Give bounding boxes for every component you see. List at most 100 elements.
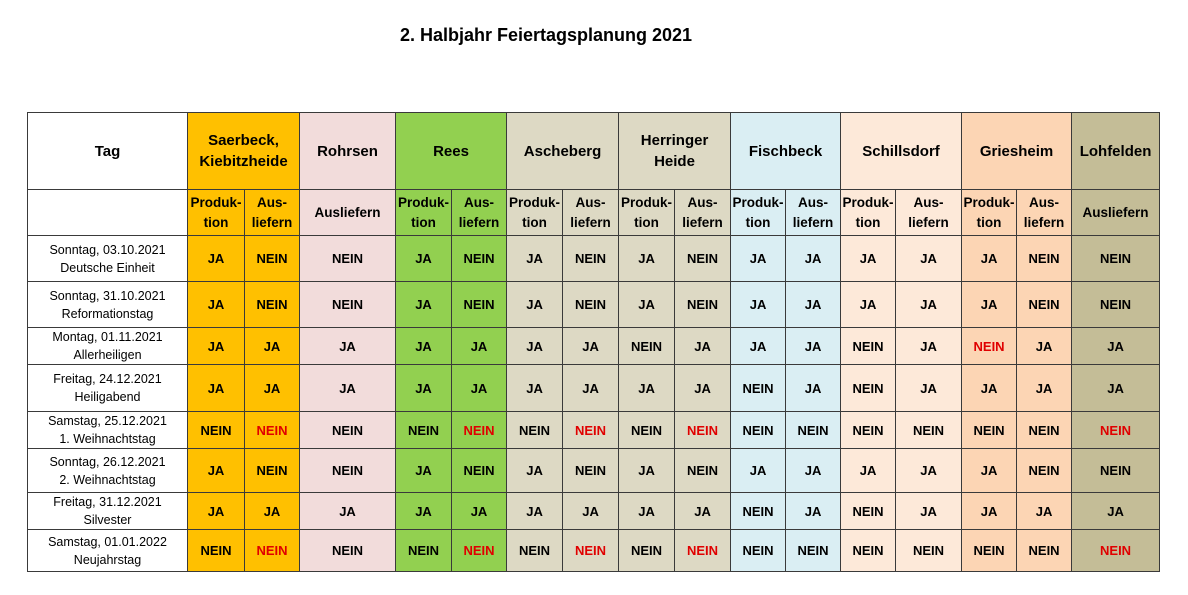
holiday-date-cell: Montag, 01.11.2021 Allerheiligen (27, 327, 188, 365)
status-cell: NEIN (187, 411, 245, 449)
holiday-row: Sonntag, 03.10.2021 Deutsche Einheit JA NEI… (27, 235, 1161, 282)
status-cell: NEIN (187, 529, 245, 572)
subheader-produktion: Produk-tion (395, 189, 453, 236)
status-cell: NEIN (961, 529, 1018, 572)
status-cell: NEIN (1071, 529, 1161, 572)
status-cell: JA (618, 235, 676, 282)
status-cell: JA (1016, 327, 1073, 365)
subheader-produktion: Produk-tion (187, 189, 245, 236)
holiday-date-cell: Sonntag, 26.12.2021 2. Weihnachtstag (27, 448, 188, 493)
status-cell: NEIN (451, 235, 508, 282)
status-cell: NEIN (506, 529, 564, 572)
tag-subheader-empty (27, 189, 188, 236)
status-cell: JA (730, 235, 787, 282)
status-cell: JA (785, 281, 842, 328)
status-cell: JA (961, 492, 1018, 530)
subheader-produktion: Produk-tion (840, 189, 897, 236)
status-cell: NEIN (451, 448, 508, 493)
holiday-row: Montag, 01.11.2021 Allerheiligen JA JA JA JA J… (27, 327, 1161, 365)
status-cell: JA (618, 492, 676, 530)
status-cell: JA (1071, 364, 1161, 412)
status-cell: JA (395, 235, 453, 282)
status-cell: JA (395, 364, 453, 412)
status-cell: JA (299, 327, 397, 365)
status-cell: NEIN (299, 411, 397, 449)
status-cell: NEIN (618, 529, 676, 572)
subheader-ausliefern: Aus-liefern (674, 189, 732, 236)
status-cell: NEIN (674, 529, 732, 572)
status-cell: NEIN (1016, 448, 1073, 493)
holiday-row: Samstag, 25.12.2021 1. Weihnachtstag NEIN N… (27, 411, 1161, 449)
status-cell: JA (187, 327, 245, 365)
status-cell: JA (895, 492, 963, 530)
status-cell: NEIN (451, 411, 508, 449)
status-cell: JA (395, 448, 453, 493)
status-cell: NEIN (243, 235, 301, 282)
status-cell: NEIN (562, 448, 620, 493)
status-cell: JA (506, 492, 564, 530)
subheader-produktion: Produk-tion (961, 189, 1018, 236)
status-cell: JA (187, 364, 245, 412)
status-cell: NEIN (243, 529, 301, 572)
status-cell: NEIN (1071, 281, 1161, 328)
status-cell: JA (451, 364, 508, 412)
status-cell: JA (451, 327, 508, 365)
status-cell: NEIN (299, 281, 397, 328)
holiday-date-cell: Freitag, 24.12.2021 Heiligabend (27, 364, 188, 412)
status-cell: JA (674, 364, 732, 412)
status-cell: NEIN (730, 492, 787, 530)
holiday-name: Silvester (83, 513, 132, 527)
status-cell: NEIN (895, 529, 963, 572)
status-cell: JA (840, 235, 897, 282)
status-cell: JA (730, 281, 787, 328)
holiday-planning-table: Tag Saerbeck, Kiebitzheide Rohrsen Rees A… (27, 112, 1161, 572)
subheader-ausliefern: Ausliefern (299, 189, 397, 236)
status-cell: JA (961, 235, 1018, 282)
status-cell: JA (562, 364, 620, 412)
subheader-produktion: Produk-tion (730, 189, 787, 236)
status-cell: NEIN (299, 235, 397, 282)
status-cell: NEIN (895, 411, 963, 449)
status-cell: NEIN (785, 411, 842, 449)
status-cell: JA (1016, 364, 1073, 412)
status-cell: JA (395, 492, 453, 530)
status-cell: NEIN (840, 411, 897, 449)
status-cell: JA (785, 327, 842, 365)
status-cell: JA (618, 364, 676, 412)
status-cell: NEIN (1071, 448, 1161, 493)
status-cell: JA (895, 448, 963, 493)
status-cell: NEIN (1071, 411, 1161, 449)
status-cell: NEIN (674, 411, 732, 449)
status-cell: NEIN (961, 411, 1018, 449)
status-cell: JA (961, 364, 1018, 412)
status-cell: JA (785, 448, 842, 493)
subheader-ausliefern: Aus-liefern (243, 189, 301, 236)
status-cell: NEIN (562, 411, 620, 449)
status-cell: JA (785, 492, 842, 530)
location-header-row: Tag Saerbeck, Kiebitzheide Rohrsen Rees A… (27, 112, 1161, 190)
status-cell: NEIN (1071, 235, 1161, 282)
status-cell: JA (730, 327, 787, 365)
status-cell: NEIN (674, 448, 732, 493)
holiday-date-cell: Samstag, 01.01.2022 Neujahrstag (27, 529, 188, 572)
status-cell: JA (506, 448, 564, 493)
holiday-date: Sonntag, 26.12.2021 (49, 454, 166, 469)
status-cell: NEIN (395, 529, 453, 572)
status-cell: JA (895, 281, 963, 328)
status-cell: JA (299, 492, 397, 530)
status-cell: JA (395, 327, 453, 365)
status-cell: JA (395, 281, 453, 328)
status-cell: JA (506, 281, 564, 328)
subheader-produktion: Produk-tion (506, 189, 564, 236)
status-cell: NEIN (506, 411, 564, 449)
holiday-name: Neujahrstag (73, 552, 142, 567)
subheader-ausliefern: Aus-liefern (562, 189, 620, 236)
subheader-ausliefern: Aus-liefern (895, 189, 963, 236)
status-cell: JA (299, 364, 397, 412)
status-cell: NEIN (961, 327, 1018, 365)
status-cell: NEIN (618, 327, 676, 365)
location-header-rees: Rees (395, 112, 508, 190)
location-header-saerbeck: Saerbeck, Kiebitzheide (186, 112, 301, 190)
holiday-date: Freitag, 24.12.2021 (53, 372, 162, 386)
status-cell: JA (187, 492, 245, 530)
